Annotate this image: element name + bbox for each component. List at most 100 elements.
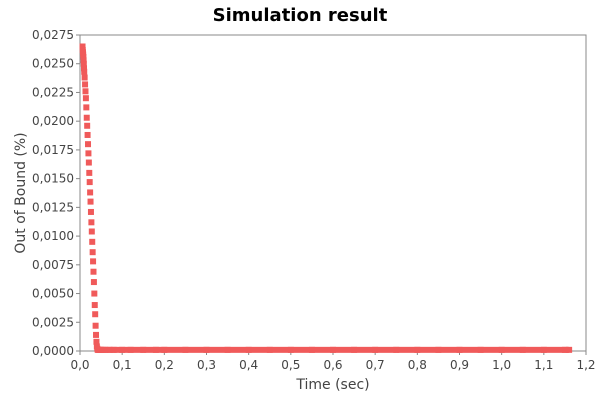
data-point (86, 169, 93, 176)
x-tick-label: 0,1 (113, 358, 132, 372)
data-points (79, 43, 573, 353)
data-point-run (269, 346, 291, 353)
data-point-run (101, 346, 104, 353)
data-point-run (501, 346, 523, 353)
data-point (86, 179, 93, 186)
data-point-run (290, 346, 312, 353)
y-axis: 0,0000 0,0025 0,0050 0,0075 0,0100 0,0125 0,01… (32, 28, 80, 358)
data-point (90, 258, 97, 265)
x-tick-label: 1,0 (492, 358, 511, 372)
y-tick-label: 0,0150 (32, 172, 74, 186)
data-point-run (417, 346, 439, 353)
x-tick-label: 1,1 (534, 358, 553, 372)
data-point-run (396, 346, 418, 353)
data-point (80, 60, 87, 67)
data-point (80, 53, 87, 60)
x-tick-label: 0,6 (323, 358, 342, 372)
data-point-run (480, 346, 502, 353)
y-tick-label: 0,0200 (32, 114, 74, 128)
x-tick-label: 0,8 (408, 358, 427, 372)
data-point (83, 104, 90, 111)
data-point (90, 268, 97, 275)
x-tick-label: 0,4 (239, 358, 258, 372)
y-axis-title: Out of Bound (%) (13, 132, 29, 253)
x-tick-label: 0,2 (155, 358, 174, 372)
y-tick-label: 0,0175 (32, 143, 74, 157)
data-point-run (354, 346, 376, 353)
data-point (88, 228, 95, 235)
data-point (87, 208, 94, 215)
x-tick-label: 0,0 (70, 358, 89, 372)
x-axis: 0,0 0,1 0,2 0,3 0,4 0,5 0,6 0,7 0,8 0,9 1,0 1,1 1,2 (70, 351, 596, 372)
data-point-run (143, 346, 156, 353)
data-point-run (113, 346, 123, 353)
chart-title: Simulation result (213, 5, 388, 26)
data-point-run (100, 346, 102, 353)
data-point (81, 68, 88, 75)
data-point (87, 198, 94, 205)
data-point-run (438, 346, 460, 353)
data-point-run (97, 346, 99, 353)
data-point (84, 131, 91, 138)
data-point (93, 338, 100, 345)
data-point (89, 249, 96, 256)
data-point (85, 159, 92, 166)
data-point-run (522, 346, 544, 353)
data-point-run (543, 346, 565, 353)
y-tick-label: 0,0225 (32, 85, 74, 99)
data-point-run (99, 346, 101, 353)
data-point-run (375, 346, 397, 353)
data-point (82, 81, 89, 88)
data-point (92, 311, 99, 318)
data-point-run (109, 346, 114, 353)
data-point-run (164, 346, 186, 353)
y-tick-label: 0,0000 (32, 344, 74, 358)
data-point (85, 150, 92, 157)
y-tick-label: 0,0125 (32, 200, 74, 214)
x-tick-label: 0,7 (366, 358, 385, 372)
data-point (92, 322, 99, 329)
y-tick-label: 0,0050 (32, 287, 74, 301)
data-point-run (98, 346, 100, 353)
data-point-run (130, 346, 144, 353)
data-point (81, 65, 88, 72)
data-point-run (333, 346, 355, 353)
data-point (93, 331, 100, 338)
data-point (82, 88, 89, 95)
data-point (80, 57, 87, 64)
data-point (79, 43, 86, 50)
data-point (82, 95, 89, 102)
x-tick-label: 0,3 (197, 358, 216, 372)
data-point (91, 302, 98, 309)
y-tick-label: 0,0025 (32, 315, 74, 329)
data-point (89, 238, 96, 245)
data-point (81, 74, 88, 81)
x-axis-title: Time (sec) (295, 377, 369, 393)
data-point (90, 279, 97, 286)
data-point-run (185, 346, 207, 353)
y-tick-label: 0,0075 (32, 258, 74, 272)
data-point (87, 189, 94, 196)
data-point-run (155, 346, 165, 353)
data-point (84, 122, 91, 129)
data-point-run (122, 346, 131, 353)
data-point-run (227, 346, 249, 353)
data-point (85, 141, 92, 148)
y-tick-label: 0,0100 (32, 229, 74, 243)
data-point (88, 219, 95, 226)
data-point-run (206, 346, 228, 353)
x-tick-label: 1,2 (576, 358, 595, 372)
data-point-run (311, 346, 333, 353)
data-point-run (103, 346, 106, 353)
data-point-run (248, 346, 270, 353)
data-point (83, 114, 90, 121)
x-tick-label: 0,9 (450, 358, 469, 372)
plot-area (79, 34, 587, 352)
y-tick-label: 0,0250 (32, 57, 74, 71)
y-tick-label: 0,0275 (32, 28, 74, 42)
data-point-run (105, 346, 110, 353)
x-tick-label: 0,5 (281, 358, 300, 372)
data-point (91, 290, 98, 297)
